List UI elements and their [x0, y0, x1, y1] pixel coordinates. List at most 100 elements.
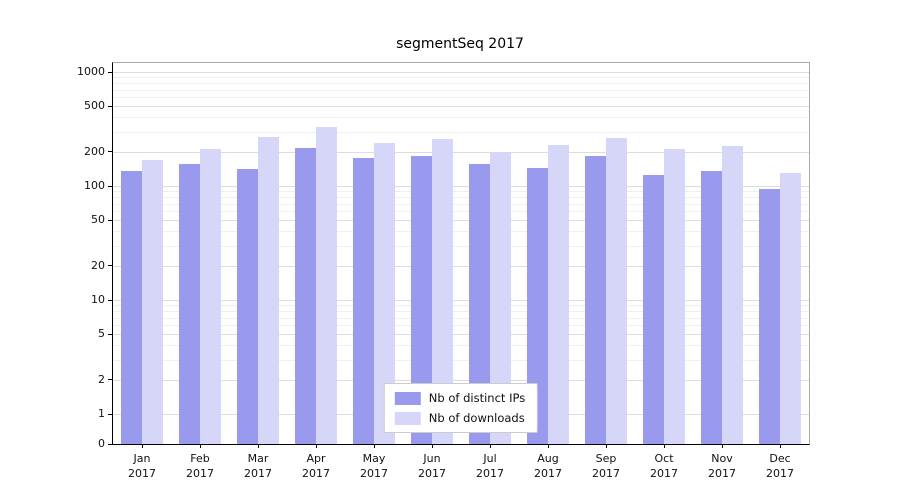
- bar-downloads: [548, 144, 569, 444]
- y-axis-tick: [108, 299, 113, 301]
- y-axis-tick: [108, 379, 113, 381]
- legend-label-downloads: Nb of downloads: [428, 411, 525, 425]
- chart-title: segmentSeq 2017: [396, 36, 524, 52]
- bar-downloads: [490, 151, 511, 444]
- minor-gridline: [113, 203, 809, 205]
- legend-label-distinct-ips: Nb of distinct IPs: [428, 391, 526, 405]
- x-axis-tick: [547, 444, 549, 448]
- bar-downloads: [316, 126, 337, 444]
- x-axis-tick-label: Jul 2017: [476, 452, 504, 480]
- x-axis-tick-label: Apr 2017: [302, 452, 330, 480]
- y-axis-tick-label: 100: [84, 179, 105, 192]
- y-axis-tick-label: 10: [91, 293, 105, 306]
- major-gridline: [113, 334, 809, 336]
- bar-distinct-ips: [353, 158, 374, 444]
- bar-downloads: [606, 137, 627, 444]
- minor-gridline: [113, 97, 809, 99]
- minor-gridline: [113, 345, 809, 347]
- bar-distinct-ips: [643, 175, 664, 444]
- x-axis-tick-label: Mar 2017: [244, 452, 272, 480]
- y-axis-tick: [108, 413, 113, 415]
- y-axis-tick: [108, 219, 113, 221]
- bar-distinct-ips: [121, 171, 142, 444]
- legend-swatch-downloads: [394, 411, 421, 425]
- legend-item-distinct-ips: Nb of distinct IPs: [394, 391, 526, 405]
- major-gridline: [113, 106, 809, 108]
- bar-distinct-ips: [585, 155, 606, 444]
- minor-gridline: [113, 191, 809, 193]
- major-gridline: [113, 220, 809, 222]
- bar-distinct-ips: [295, 148, 316, 444]
- x-axis-tick: [373, 444, 375, 448]
- major-gridline: [113, 72, 809, 73]
- y-axis-tick-label: 1: [98, 407, 105, 420]
- minor-gridline: [113, 131, 809, 133]
- y-axis-tick-label: 5: [98, 327, 105, 341]
- minor-gridline: [113, 77, 809, 79]
- y-axis-tick: [108, 151, 113, 153]
- minor-gridline: [113, 311, 809, 313]
- y-axis-tick: [108, 105, 113, 107]
- x-axis-tick: [199, 444, 201, 448]
- x-axis-tick: [431, 444, 433, 448]
- minor-gridline: [113, 89, 809, 91]
- x-axis-tick: [489, 444, 491, 448]
- major-gridline: [113, 300, 809, 301]
- minor-gridline: [113, 317, 809, 319]
- y-axis-tick: [108, 71, 113, 73]
- x-axis-tick: [721, 444, 723, 448]
- x-axis-tick: [257, 444, 259, 448]
- x-axis-tick-label: Jan 2017: [128, 452, 156, 480]
- x-axis-tick-label: Dec 2017: [766, 452, 794, 480]
- bar-downloads: [200, 149, 221, 444]
- x-axis-tick: [141, 444, 143, 448]
- minor-gridline: [113, 305, 809, 307]
- bar-downloads: [374, 142, 395, 444]
- x-axis-tick-label: Nov 2017: [708, 452, 736, 480]
- y-axis-tick: [108, 265, 113, 267]
- x-axis-tick-label: Jun 2017: [418, 452, 446, 480]
- bar-distinct-ips: [411, 155, 432, 444]
- bar-distinct-ips: [701, 171, 722, 444]
- y-axis-tick-label: 500: [84, 99, 105, 113]
- y-axis-tick-label: 0: [98, 437, 105, 450]
- y-axis-tick-label: 50: [91, 213, 105, 227]
- minor-gridline: [113, 245, 809, 247]
- minor-gridline: [113, 83, 809, 85]
- bar-distinct-ips: [179, 164, 200, 444]
- bar-downloads: [432, 138, 453, 444]
- minor-gridline: [113, 325, 809, 327]
- x-axis-tick-label: Aug 2017: [534, 452, 562, 480]
- major-gridline: [113, 379, 809, 381]
- bar-distinct-ips: [469, 164, 490, 444]
- x-axis-tick-label: May 2017: [360, 452, 388, 480]
- bar-downloads: [142, 159, 163, 444]
- major-gridline: [113, 186, 809, 187]
- bar-downloads: [664, 149, 685, 444]
- x-axis-tick: [315, 444, 317, 448]
- minor-gridline: [113, 117, 809, 119]
- plot-area: Nb of distinct IPs Nb of downloads 0 1 2 5 1…: [77, 62, 810, 480]
- bar-distinct-ips: [527, 167, 548, 444]
- bar-distinct-ips: [237, 169, 258, 444]
- y-axis-tick-label: 2: [98, 372, 105, 386]
- y-axis-tick-label: 1000: [77, 65, 105, 78]
- bar-downloads: [258, 136, 279, 444]
- bar-downloads: [780, 173, 801, 444]
- x-axis-tick: [605, 444, 607, 448]
- x-axis-tick-label: Sep 2017: [592, 452, 620, 480]
- major-gridline: [113, 265, 809, 267]
- minor-gridline: [113, 231, 809, 233]
- y-axis-tick: [108, 185, 113, 187]
- legend-swatch-distinct-ips: [394, 391, 421, 405]
- x-axis-tick-label: Feb 2017: [186, 452, 214, 480]
- y-axis-tick-label: 200: [84, 144, 105, 158]
- x-axis-tick: [779, 444, 781, 448]
- y-axis-tick: [108, 443, 113, 445]
- y-axis-tick-label: 20: [91, 258, 105, 272]
- legend: Nb of distinct IPs Nb of downloads: [383, 383, 539, 433]
- bar-downloads: [722, 145, 743, 444]
- minor-gridline: [113, 359, 809, 361]
- x-axis-tick-label: Oct 2017: [650, 452, 678, 480]
